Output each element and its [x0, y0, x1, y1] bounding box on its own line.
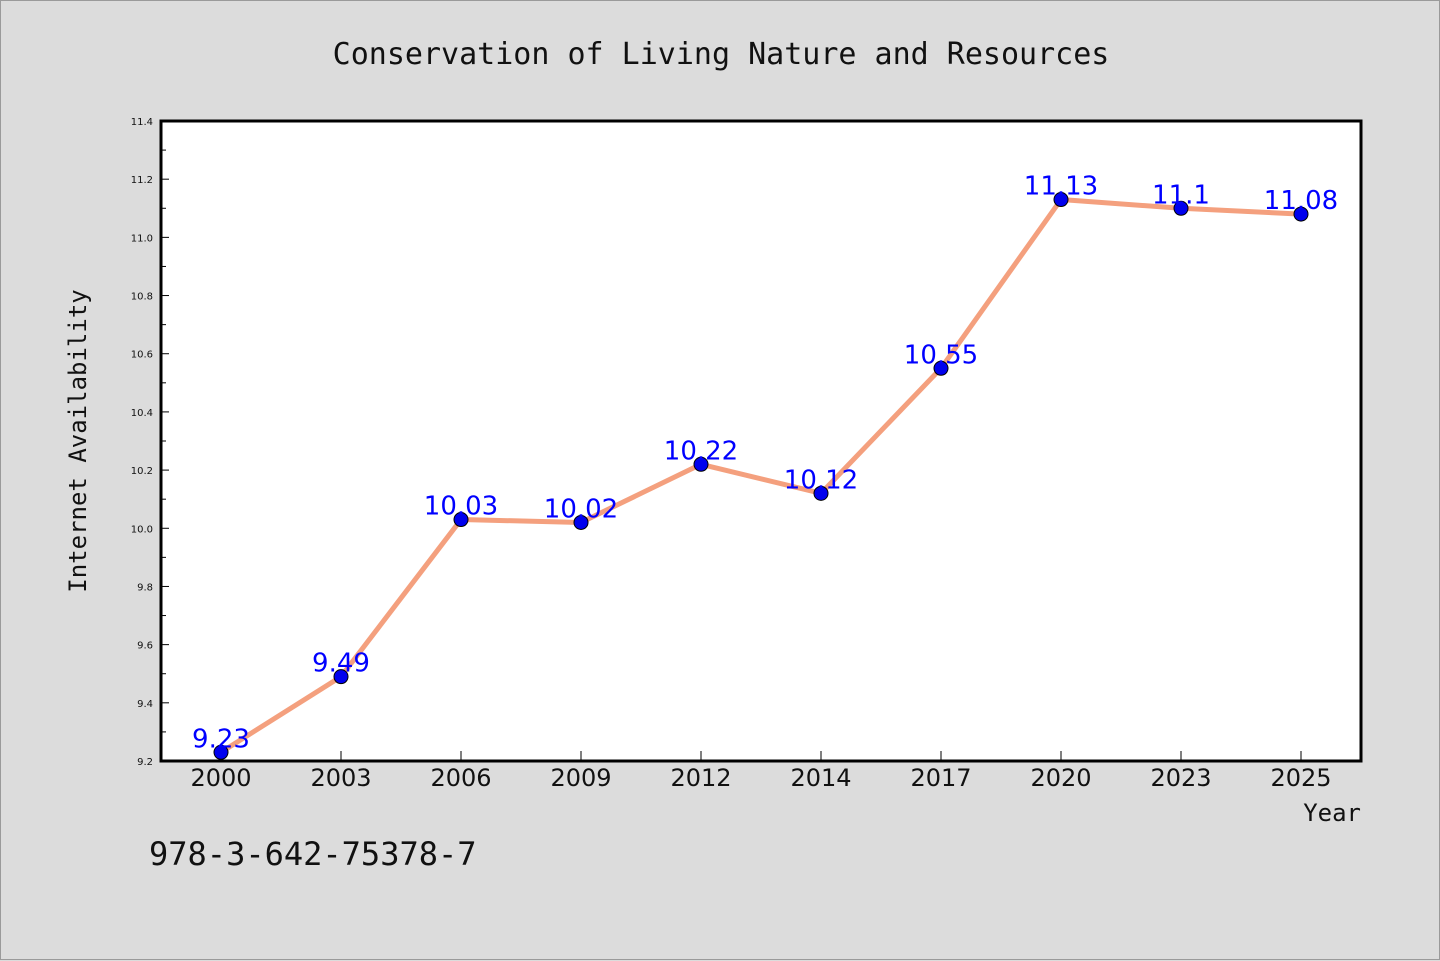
x-tick-label: 2009 [550, 764, 611, 792]
x-tick-label: 2020 [1030, 764, 1091, 792]
x-tick-label: 2012 [670, 764, 731, 792]
y-tick-label: 9.2 [137, 757, 153, 768]
y-tick-label: 11.0 [131, 233, 153, 244]
data-label: 10.22 [664, 436, 738, 466]
isbn-annotation: 978-3-642-75378-7 [149, 835, 477, 873]
y-tick-label: 10.0 [131, 524, 153, 535]
y-tick-label: 9.4 [137, 699, 153, 710]
data-label: 11.13 [1024, 172, 1098, 202]
series-line [219, 197, 1302, 755]
chart-title: Conservation of Living Nature and Resour… [333, 37, 1110, 72]
x-tick-label: 2000 [190, 764, 251, 792]
x-tick-label: 2003 [310, 764, 371, 792]
y-tick-label: 10.6 [131, 350, 153, 361]
data-point [933, 360, 949, 376]
y-tick-label: 9.6 [137, 641, 153, 652]
data-point [573, 514, 589, 530]
data-point [453, 512, 469, 528]
series-markers [213, 192, 1309, 760]
y-tick-label: 11.2 [131, 175, 153, 186]
y-tick-label: 10.2 [131, 466, 153, 477]
data-label: 10.12 [784, 465, 858, 495]
y-axis-label: Internet Availability [64, 289, 92, 592]
data-point [213, 744, 229, 760]
data-label: 9.49 [312, 649, 370, 679]
data-label: 10.02 [544, 494, 618, 524]
x-tick-label: 2006 [430, 764, 491, 792]
y-tick-label: 11.4 [131, 117, 153, 128]
data-point [1053, 192, 1069, 208]
y-tick-label: 10.4 [131, 408, 153, 419]
y-tick-label: 9.8 [137, 582, 153, 593]
x-tick-label: 2017 [910, 764, 971, 792]
y-axis: 9.2 9.4 9.6 9.8 10.0 10.2 10.4 10.6 10.8 11.0 11.2… [131, 117, 169, 768]
x-axis: 2000 2003 2006 2009 2012 2014 2017 2020 2023 2025 [190, 751, 1332, 792]
data-labels: 9.23 9.49 10.03 10.02 10.22 10.12 10.55 11.13 11… [192, 172, 1338, 755]
y-tick-label: 10.8 [131, 292, 153, 303]
data-point [1173, 200, 1189, 216]
data-point [693, 456, 709, 472]
x-tick-label: 2025 [1270, 764, 1331, 792]
data-label: 10.03 [424, 492, 498, 522]
data-label: 11.1 [1152, 180, 1210, 210]
data-label: 10.55 [904, 340, 978, 370]
data-point [813, 485, 829, 501]
data-point [333, 669, 349, 685]
data-label: 11.08 [1264, 186, 1338, 216]
x-tick-label: 2023 [1150, 764, 1211, 792]
data-point [1293, 206, 1309, 222]
data-label: 9.23 [192, 724, 250, 754]
x-axis-label: Year [1303, 799, 1361, 827]
x-tick-label: 2014 [790, 764, 851, 792]
